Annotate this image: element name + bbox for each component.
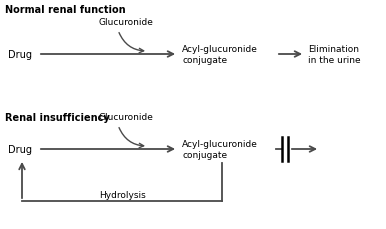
Text: Acyl-glucuronide
conjugate: Acyl-glucuronide conjugate (182, 44, 258, 65)
Text: Drug: Drug (8, 144, 32, 154)
Text: Glucuronide: Glucuronide (98, 112, 153, 121)
Text: Elimination
in the urine: Elimination in the urine (308, 44, 361, 65)
Text: Hydrolysis: Hydrolysis (99, 190, 146, 199)
Text: Renal insufficiency: Renal insufficiency (5, 112, 110, 123)
Text: Glucuronide: Glucuronide (98, 18, 153, 27)
Text: Drug: Drug (8, 50, 32, 60)
Text: Acyl-glucuronide
conjugate: Acyl-glucuronide conjugate (182, 139, 258, 160)
Text: Normal renal function: Normal renal function (5, 5, 125, 15)
